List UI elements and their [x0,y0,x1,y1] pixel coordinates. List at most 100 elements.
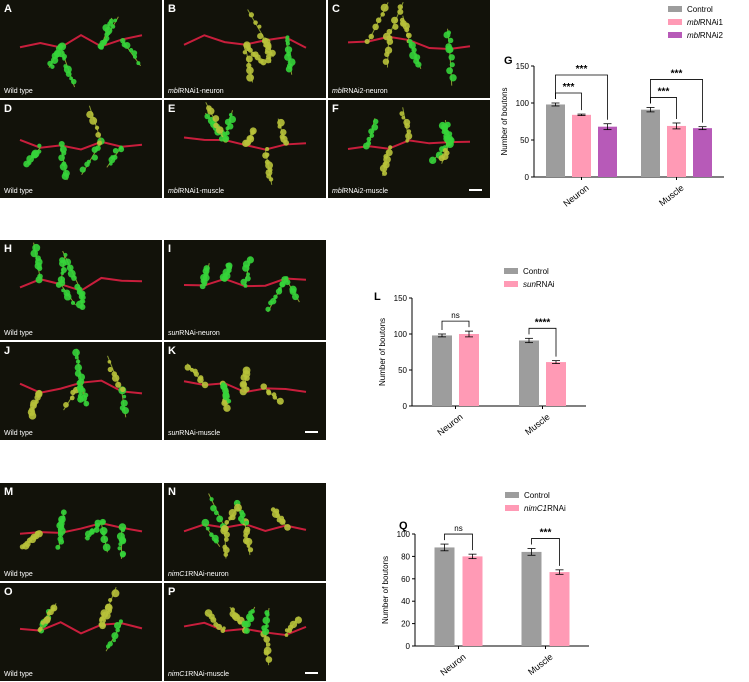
y-tick-label: 0 [403,402,408,411]
bouton [69,395,75,401]
bouton [74,355,79,360]
bouton [83,400,90,407]
bouton [55,281,62,288]
x-tick-label: Muscle [523,412,552,437]
bouton [19,544,25,550]
bouton [113,18,118,23]
y-tick-label: 20 [401,620,410,629]
bouton [60,509,67,516]
bouton [264,50,270,55]
bouton [213,510,219,516]
micrograph-panel-i: I sunRNAi-neuron [164,240,326,340]
y-tick-label: 150 [394,294,408,303]
bouton [380,3,389,12]
bouton [55,544,61,550]
bouton [263,636,271,643]
legend-swatch [668,32,682,38]
bouton [50,64,55,69]
bouton [265,57,272,64]
bouton [372,23,379,31]
y-tick-label: 40 [401,597,410,606]
bouton [86,110,94,119]
bouton [74,363,83,372]
bouton [70,300,76,305]
bouton [438,155,445,162]
bouton [270,507,276,512]
bouton [415,61,422,68]
neuromuscular-junction-image [164,100,326,198]
neuromuscular-junction-image [0,100,162,198]
bouton [364,38,370,45]
y-tick-label: 100 [394,330,408,339]
micrograph-panel-c: C mblRNAi2-neuron [328,0,490,98]
bouton [57,531,64,538]
panel-caption: Wild type [4,671,33,678]
bar [462,556,483,646]
bouton [67,269,76,278]
bouton [446,67,453,75]
bouton [61,172,69,180]
bouton [242,366,251,375]
bouton [230,607,235,612]
bouton [58,538,65,545]
y-axis-label: Number of boutons [378,318,387,386]
bouton [275,288,283,295]
bouton [279,281,286,288]
panel-caption: nimC1RNAi-neuron [168,571,229,578]
significance-label: ns [454,524,462,533]
scale-bar [469,189,482,191]
bouton [216,515,224,523]
bouton [222,135,230,142]
bouton [244,520,250,526]
bouton [445,45,454,54]
bouton [84,530,92,538]
legend-label: Control [687,5,713,14]
bouton [74,370,82,377]
bouton [136,61,141,66]
legend-swatch [668,19,682,25]
bouton [215,126,224,134]
bouton [123,41,131,49]
bouton [108,598,113,603]
bouton [112,638,116,643]
legend-swatch [504,268,518,274]
bar [572,114,591,177]
bouton [213,538,219,544]
neuromuscular-junction-image [0,342,162,440]
x-tick-label: Neuron [438,652,467,678]
bouton [222,626,226,630]
micrograph-panel-h: H Wild type [0,240,162,340]
bouton [257,24,262,29]
significance-label: **** [535,317,551,328]
micrograph-background [328,0,490,98]
bouton [44,615,51,623]
bouton [70,389,76,396]
bouton [28,412,37,420]
bouton [107,359,112,364]
y-tick-label: 0 [406,642,411,651]
bouton [253,20,258,25]
bouton [263,649,270,656]
bar [546,362,566,406]
bouton [292,293,299,301]
bouton [246,544,251,548]
y-tick-label: 0 [525,173,530,182]
bouton [246,272,251,277]
bouton [65,71,72,78]
bouton [379,164,388,173]
bouton [244,275,251,282]
bouton [385,149,393,157]
legend-swatch [668,6,682,12]
bouton [228,115,237,124]
scale-bar [305,431,318,433]
bouton [226,262,233,269]
bouton [60,266,67,274]
bouton [132,54,138,59]
panel-label: L [374,291,381,303]
bouton [225,130,230,136]
bouton [202,274,210,282]
significance-label: *** [563,82,575,93]
bouton [212,115,220,122]
y-tick-label: 100 [397,530,411,539]
bouton [118,146,125,153]
